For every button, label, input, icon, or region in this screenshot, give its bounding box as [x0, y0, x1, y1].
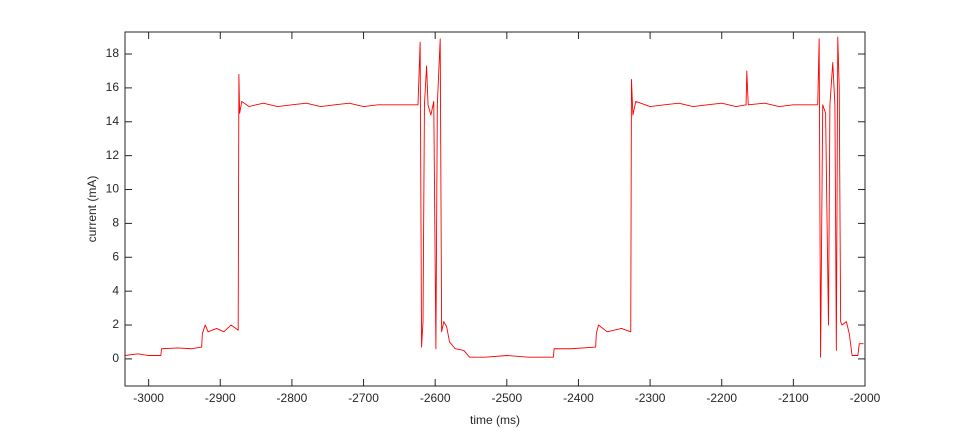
x-axis-label: time (ms): [470, 413, 520, 427]
y-tick-label: 10: [106, 182, 120, 196]
y-tick-label: 12: [106, 148, 120, 162]
x-tick-label: -3000: [133, 391, 164, 405]
y-tick-label: 18: [106, 46, 120, 60]
y-tick-label: 14: [106, 114, 120, 128]
x-tick-label: -2100: [778, 391, 809, 405]
y-tick-label: 0: [112, 351, 119, 365]
x-tick-label: -2900: [205, 391, 236, 405]
y-tick-label: 2: [112, 317, 119, 331]
y-tick-label: 16: [106, 80, 120, 94]
axes-box: [124, 31, 866, 387]
x-tick-label: -2300: [635, 391, 666, 405]
y-tick-label: 4: [112, 283, 119, 297]
x-tick-label: -2800: [277, 391, 308, 405]
x-tick-label: -2400: [563, 391, 594, 405]
data-line: [124, 36, 864, 358]
x-tick-label: -2700: [348, 391, 379, 405]
y-axis-label: current (mA): [85, 176, 99, 243]
y-tick-label: 8: [112, 216, 119, 230]
y-tick-label: 6: [112, 249, 119, 263]
x-tick-label: -2200: [706, 391, 737, 405]
x-tick-label: -2600: [420, 391, 451, 405]
x-tick-label: -2500: [491, 391, 522, 405]
x-tick-label: -2000: [850, 391, 881, 405]
